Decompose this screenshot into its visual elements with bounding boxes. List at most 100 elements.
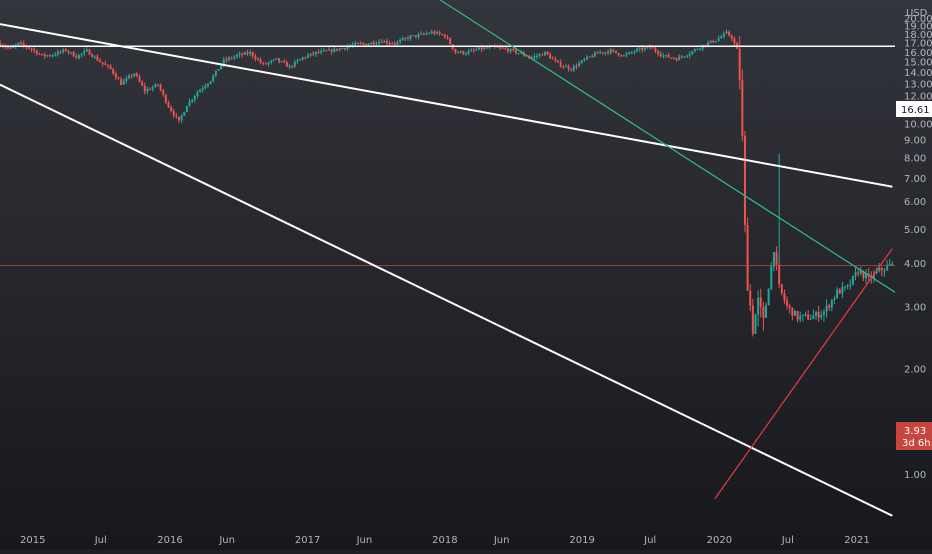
- candle-body: [43, 54, 46, 57]
- x-tick-label: 2019: [569, 535, 594, 546]
- candle-body: [138, 76, 141, 82]
- candle-body: [91, 54, 94, 57]
- candle-body: [875, 271, 878, 274]
- candle-body: [351, 44, 354, 46]
- candle-body: [428, 33, 431, 35]
- candle-body: [725, 31, 728, 34]
- x-tick-label: 2018: [432, 535, 457, 546]
- candle-body: [414, 35, 417, 37]
- candle-body: [17, 42, 20, 45]
- candle-body: [543, 51, 546, 56]
- candle-body: [212, 75, 215, 82]
- candle-body: [270, 60, 273, 63]
- candle-body: [109, 65, 112, 69]
- candle-body: [696, 49, 699, 51]
- candle-body: [472, 50, 475, 52]
- candle-body: [251, 52, 254, 57]
- candle-body: [301, 57, 304, 60]
- candle-body: [704, 44, 707, 46]
- candle-body: [475, 49, 478, 51]
- trend-line-descending-resistance[interactable]: [364, 0, 895, 293]
- candle-body: [664, 54, 667, 56]
- candle-body: [788, 306, 791, 308]
- x-tick-label: 2020: [707, 535, 732, 546]
- y-tick-label: 17.00: [904, 39, 932, 50]
- candle-body: [612, 49, 615, 51]
- candle-body: [88, 49, 91, 55]
- candle-body: [335, 48, 338, 51]
- candle-body: [541, 54, 544, 56]
- candle-body: [796, 311, 799, 320]
- candle-body: [409, 35, 412, 39]
- candle-body: [801, 314, 804, 316]
- candle-body: [267, 62, 270, 65]
- y-tick-label: 16.00: [904, 48, 932, 59]
- candle-body: [504, 48, 507, 50]
- candle-body: [888, 264, 891, 266]
- candle-body: [143, 85, 146, 92]
- candle-body: [83, 51, 86, 54]
- candle-body: [164, 94, 167, 103]
- candle-body: [112, 68, 115, 74]
- candle-body: [757, 297, 760, 315]
- candle-body: [178, 116, 180, 121]
- candle-body: [304, 57, 307, 59]
- candle-body: [533, 56, 536, 58]
- candle-body: [151, 87, 154, 90]
- candle-body: [536, 55, 538, 57]
- y-tick-label: 2.00: [904, 364, 926, 375]
- candle-body: [370, 42, 373, 45]
- candle-body: [9, 47, 12, 49]
- candle-body: [464, 53, 467, 55]
- candle-body: [741, 80, 744, 136]
- candle-body: [33, 49, 36, 51]
- candle-body: [180, 115, 183, 121]
- candle-body: [712, 40, 715, 43]
- candle-body: [586, 56, 589, 60]
- candle-body: [588, 56, 591, 58]
- candle-body: [749, 290, 752, 306]
- candle-body: [149, 89, 152, 91]
- x-tick-label: 2015: [20, 535, 45, 546]
- candle-body: [264, 63, 267, 65]
- candle-body: [807, 314, 810, 320]
- candle-body: [328, 49, 331, 51]
- candle-body: [778, 264, 781, 285]
- candle-body: [114, 73, 117, 78]
- candle-body: [841, 286, 844, 294]
- trend-line-lower-channel[interactable]: [0, 83, 893, 517]
- time-axis[interactable]: 2015 Jul 2016 Jun 2017 Jun 2018 Jun 2019 Jul 2020 J…: [20, 535, 870, 546]
- candle-body: [228, 57, 231, 60]
- candle-body: [62, 49, 65, 52]
- candle-body: [643, 47, 646, 50]
- candle-body: [22, 43, 25, 46]
- candle-body: [446, 36, 449, 39]
- candle-body: [583, 59, 586, 61]
- candle-body: [833, 298, 836, 300]
- candle-body: [278, 58, 281, 62]
- x-tick-label: Jun: [493, 535, 510, 546]
- candle-body: [575, 66, 578, 68]
- candle-body: [817, 312, 820, 318]
- candle-body: [728, 31, 731, 36]
- trend-line-rising-support[interactable]: [714, 248, 893, 500]
- candle-body: [322, 50, 325, 52]
- candle-body: [333, 48, 336, 52]
- candle-body: [285, 62, 288, 67]
- candle-body: [443, 34, 446, 37]
- candle-body: [288, 65, 291, 67]
- candle-body: [620, 55, 623, 57]
- candle-body: [64, 49, 67, 51]
- candle-body: [649, 46, 652, 48]
- countdown-label: 3d 6h: [902, 438, 931, 449]
- trend-line-upper-channel[interactable]: [0, 23, 893, 188]
- candle-body: [614, 50, 617, 53]
- candle-body: [220, 64, 223, 70]
- candle-body: [54, 54, 57, 56]
- candle-body: [38, 53, 41, 55]
- candle-body: [433, 31, 436, 34]
- candle-body: [596, 52, 599, 54]
- candle-body: [6, 47, 9, 49]
